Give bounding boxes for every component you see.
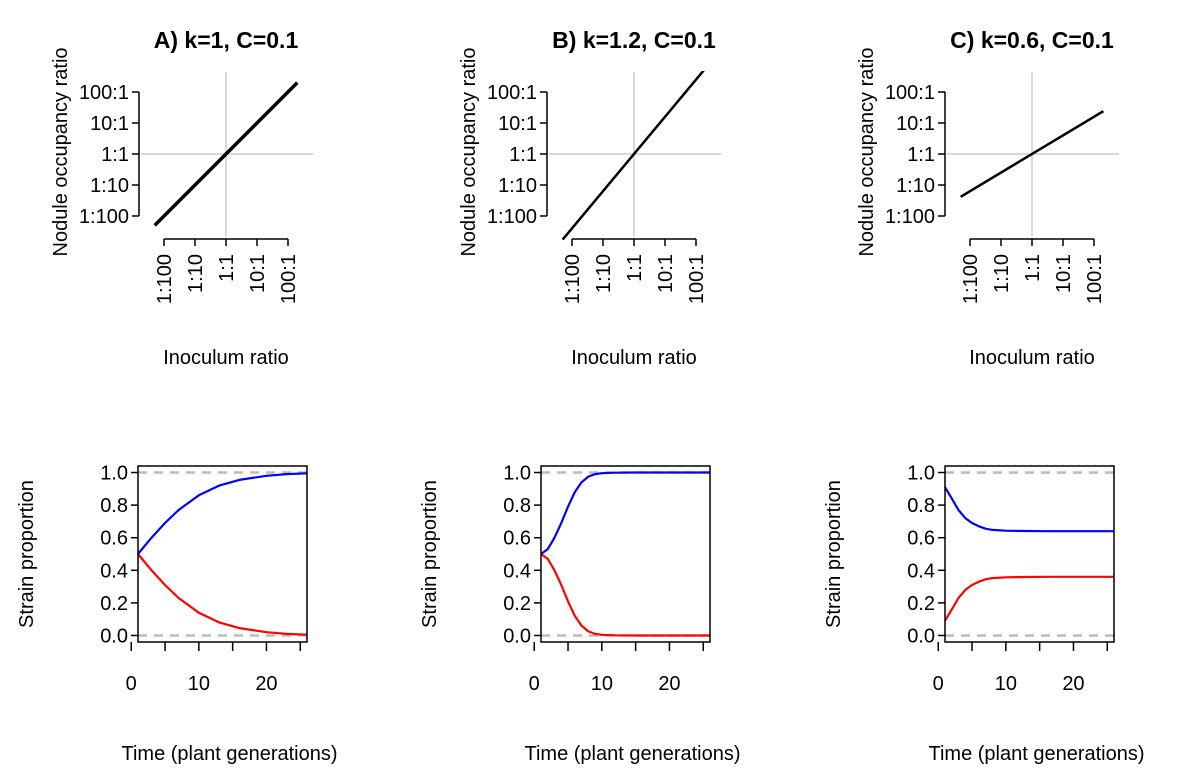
series-line <box>960 110 1104 198</box>
y-tick-label: 0.2 <box>503 593 531 615</box>
y-tick-label: 1:100 <box>885 206 935 228</box>
y-tick-label: 0.2 <box>100 593 128 615</box>
series-line <box>944 486 1114 533</box>
plot-frame <box>137 465 308 643</box>
x-axis-label: Inoculum ratio <box>163 347 289 369</box>
series-line <box>153 81 299 227</box>
y-tick-label: 100:1 <box>79 82 129 104</box>
x-axis-label: Inoculum ratio <box>571 347 697 369</box>
y-tick-label: 0.0 <box>907 625 935 647</box>
y-tick-label: 0.6 <box>100 528 128 550</box>
series-line <box>137 553 308 636</box>
x-tick-label: 10:1 <box>247 254 269 293</box>
x-tick-label: 0 <box>126 673 137 695</box>
y-axis-label: Nodule occupancy ratio <box>856 47 878 256</box>
series-line <box>540 553 710 637</box>
x-tick-label: 1:10 <box>991 254 1013 293</box>
x-tick-label: 1:1 <box>624 254 646 282</box>
x-tick-label: 1:100 <box>154 254 176 304</box>
x-axis-label: Time (plant generations) <box>121 743 337 765</box>
y-tick-label: 1:10 <box>90 175 129 197</box>
bottom-panel-C-bottom: 0.0 0.2 0.4 0.6 0.8 1.0 0 10 20 Time (plant gener… <box>823 463 1145 765</box>
plot-frame <box>944 465 1115 643</box>
y-tick-label: 1.0 <box>503 463 531 485</box>
y-tick-label: 100:1 <box>885 82 935 104</box>
y-tick-label: 0.4 <box>503 560 531 582</box>
x-tick-label: 1:10 <box>593 254 615 293</box>
y-tick-label: 1.0 <box>907 463 935 485</box>
x-tick-label: 1:100 <box>562 254 584 304</box>
y-axis-label: Nodule occupancy ratio <box>458 47 480 256</box>
y-tick-label: 1:1 <box>907 144 935 166</box>
y-tick-label: 0.0 <box>503 625 531 647</box>
y-tick-label: 0.8 <box>907 495 935 517</box>
plot-frame <box>540 465 711 643</box>
y-tick-label: 10:1 <box>896 113 935 135</box>
y-tick-label: 0.8 <box>503 495 531 517</box>
y-tick-label: 1:1 <box>509 144 537 166</box>
x-tick-label: 10:1 <box>1053 254 1075 293</box>
bottom-panel-A-bottom: 0.0 0.2 0.4 0.6 0.8 1.0 0 10 20 Time (plant gener… <box>16 463 338 765</box>
x-tick-label: 100:1 <box>1084 254 1106 304</box>
y-tick-label: 1:100 <box>79 206 129 228</box>
x-tick-label: 1:10 <box>185 254 207 293</box>
y-tick-label: 0.4 <box>100 560 128 582</box>
y-tick-label: 0.8 <box>100 495 128 517</box>
y-axis-label: Strain proportion <box>419 480 441 628</box>
y-tick-label: 10:1 <box>90 113 129 135</box>
y-tick-label: 100:1 <box>487 82 537 104</box>
series-line <box>540 471 710 555</box>
x-tick-label: 10 <box>188 673 210 695</box>
x-tick-label: 10 <box>591 673 613 695</box>
x-tick-label: 0 <box>529 673 540 695</box>
panel-title: B) k=1.2, C=0.1 <box>552 27 716 53</box>
y-axis-label: Strain proportion <box>16 480 38 628</box>
y-tick-label: 1:10 <box>896 175 935 197</box>
panel-title: A) k=1, C=0.1 <box>154 27 299 53</box>
top-panel-C: 100:1 10:1 1:1 1:10 1:100 1:100 1:10 1:1 10:1 100… <box>856 27 1119 369</box>
series-line <box>137 472 308 555</box>
y-tick-label: 10:1 <box>498 113 537 135</box>
y-tick-label: 0.6 <box>503 528 531 550</box>
x-tick-label: 1:1 <box>1022 254 1044 282</box>
panel-title: C) k=0.6, C=0.1 <box>950 27 1114 53</box>
y-axis-label: Nodule occupancy ratio <box>50 47 72 256</box>
series-line <box>944 575 1114 622</box>
series-line <box>561 71 705 241</box>
x-axis-label: Time (plant generations) <box>524 743 740 765</box>
x-tick-label: 100:1 <box>278 254 300 304</box>
x-axis-label: Inoculum ratio <box>969 347 1095 369</box>
y-tick-label: 0.4 <box>907 560 935 582</box>
x-tick-label: 0 <box>933 673 944 695</box>
top-panel-B: 100:1 10:1 1:1 1:10 1:100 1:100 1:10 1:1 10:1 100… <box>458 27 721 369</box>
x-tick-label: 20 <box>255 673 277 695</box>
y-tick-label: 1:100 <box>487 206 537 228</box>
x-tick-label: 1:1 <box>216 254 238 282</box>
y-tick-label: 1:10 <box>498 175 537 197</box>
y-tick-label: 0.0 <box>100 625 128 647</box>
x-tick-label: 20 <box>1062 673 1084 695</box>
y-axis-label: Strain proportion <box>823 480 845 628</box>
y-tick-label: 0.6 <box>907 528 935 550</box>
top-panel-A: 100:1 10:1 1:1 1:10 1:100 1:100 1:10 1:1 10:1 100… <box>50 27 313 369</box>
x-tick-label: 10 <box>995 673 1017 695</box>
y-tick-label: 0.2 <box>907 593 935 615</box>
x-tick-label: 1:100 <box>960 254 982 304</box>
x-tick-label: 10:1 <box>655 254 677 293</box>
x-tick-label: 100:1 <box>686 254 708 304</box>
y-tick-label: 1:1 <box>101 144 129 166</box>
x-axis-label: Time (plant generations) <box>928 743 1144 765</box>
bottom-panel-B-bottom: 0.0 0.2 0.4 0.6 0.8 1.0 0 10 20 Time (plant gener… <box>419 463 741 765</box>
x-tick-label: 20 <box>658 673 680 695</box>
y-tick-label: 1.0 <box>100 463 128 485</box>
